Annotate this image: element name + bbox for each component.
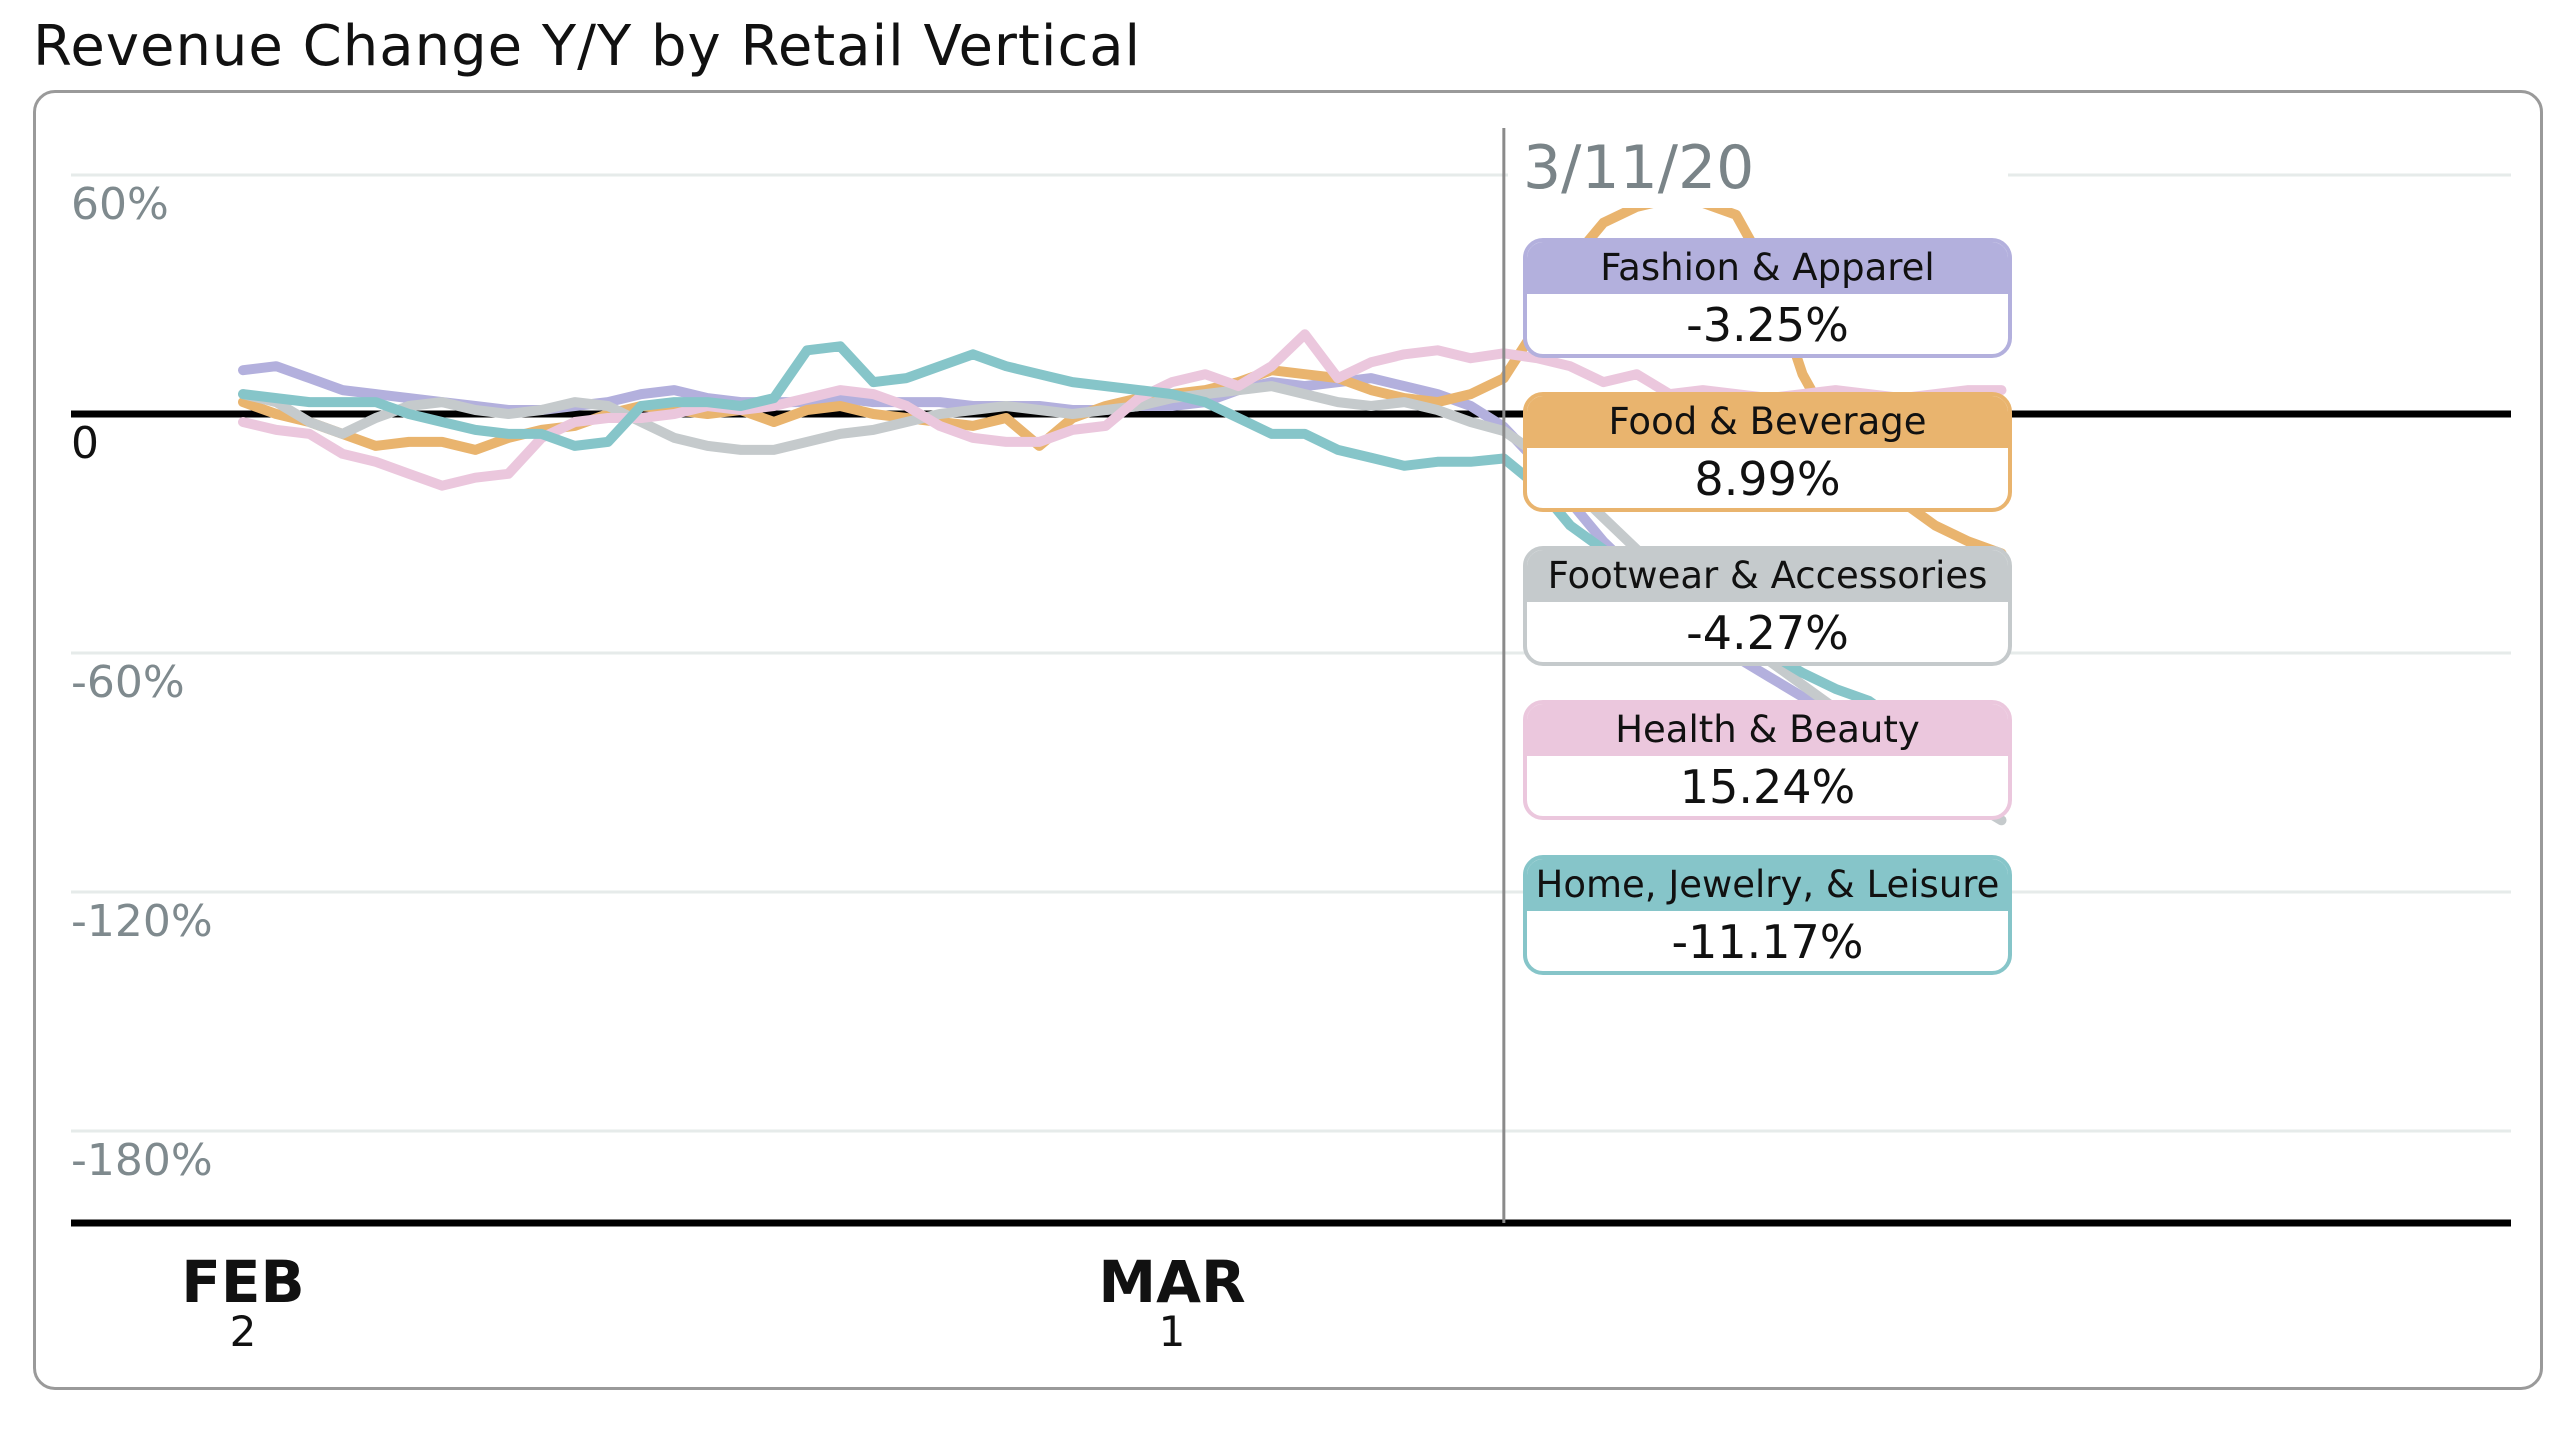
tooltip-series-value: -11.17% xyxy=(1671,915,1864,969)
tooltip-series-name: Footwear & Accessories xyxy=(1527,550,2008,602)
tooltip-series-name: Health & Beauty xyxy=(1527,704,2008,756)
y-tick-label: -180% xyxy=(71,1135,213,1186)
tooltip-series-value: 15.24% xyxy=(1679,760,1856,814)
chart-title: Revenue Change Y/Y by Retail Vertical xyxy=(33,14,1142,79)
y-tick-label: 0 xyxy=(71,418,99,469)
series-line-health-beauty xyxy=(238,329,2007,491)
tooltip-footwear-accessories: Footwear & Accessories -4.27% xyxy=(1523,546,2012,666)
tooltip-series-name: Home, Jewelry, & Leisure xyxy=(1527,859,2008,911)
tooltip-food-beverage: Food & Beverage 8.99% xyxy=(1523,392,2012,512)
x-tick-month: MAR xyxy=(1098,1248,1245,1316)
tooltip-series-value: -4.27% xyxy=(1686,606,1849,660)
tooltip-series-name: Fashion & Apparel xyxy=(1527,242,2008,294)
tooltip-series-value: 8.99% xyxy=(1694,452,1841,506)
tooltip-home-jewelry-leisure: Home, Jewelry, & Leisure -11.17% xyxy=(1523,855,2012,975)
hover-date-label: 3/11/20 xyxy=(1508,128,2008,208)
x-tick-day: 2 xyxy=(230,1307,257,1356)
tooltip-health-beauty: Health & Beauty 15.24% xyxy=(1523,700,2012,820)
chart-frame xyxy=(33,90,2543,1390)
y-tick-label: -120% xyxy=(71,896,213,947)
y-tick-label: 60% xyxy=(71,179,169,230)
x-tick-day: 1 xyxy=(1159,1307,1186,1356)
y-tick-label: -60% xyxy=(71,657,185,708)
tooltip-series-value: -3.25% xyxy=(1686,298,1849,352)
tooltip-series-name: Food & Beverage xyxy=(1527,396,2008,448)
x-tick-month: FEB xyxy=(181,1248,304,1316)
tooltip-fashion-apparel: Fashion & Apparel -3.25% xyxy=(1523,238,2012,358)
